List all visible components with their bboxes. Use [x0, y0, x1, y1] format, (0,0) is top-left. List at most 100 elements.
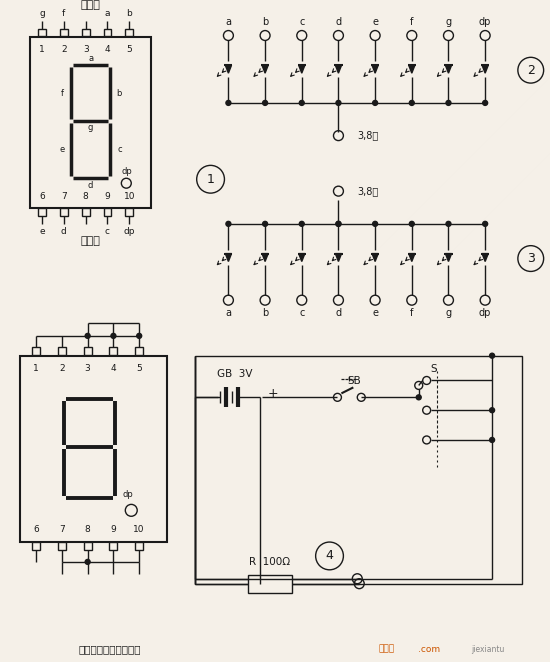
- Text: 1: 1: [33, 364, 39, 373]
- Bar: [135, 542, 143, 550]
- Bar: [82, 208, 90, 216]
- Polygon shape: [226, 66, 232, 73]
- Text: 电子制作天地收藏整理: 电子制作天地收藏整理: [78, 644, 141, 654]
- Circle shape: [299, 221, 304, 226]
- Text: 3: 3: [83, 45, 89, 54]
- Text: .com: .com: [417, 645, 439, 653]
- Circle shape: [446, 101, 451, 105]
- Text: d: d: [336, 308, 342, 318]
- Text: g: g: [446, 17, 452, 26]
- Polygon shape: [482, 254, 488, 261]
- Circle shape: [483, 221, 488, 226]
- Polygon shape: [336, 254, 342, 261]
- Text: 2: 2: [527, 64, 535, 77]
- Polygon shape: [226, 254, 232, 261]
- Text: 3: 3: [527, 252, 535, 265]
- Circle shape: [85, 559, 90, 565]
- Polygon shape: [372, 66, 378, 73]
- Text: 7: 7: [59, 525, 65, 534]
- Bar: [84, 542, 92, 550]
- Circle shape: [373, 221, 378, 226]
- Text: d: d: [336, 17, 342, 26]
- Bar: [248, 575, 292, 592]
- Polygon shape: [262, 254, 268, 261]
- Bar: [103, 208, 112, 216]
- Text: 4: 4: [326, 549, 333, 563]
- Text: 10: 10: [134, 525, 145, 534]
- Bar: [125, 28, 133, 36]
- Polygon shape: [446, 66, 452, 73]
- Text: b: b: [126, 9, 132, 18]
- Bar: [125, 208, 133, 216]
- Polygon shape: [299, 66, 305, 73]
- Circle shape: [262, 221, 267, 226]
- Circle shape: [409, 221, 414, 226]
- Text: f: f: [410, 308, 414, 318]
- Text: 1: 1: [207, 173, 215, 186]
- Text: c: c: [105, 227, 110, 236]
- Circle shape: [299, 101, 304, 105]
- Polygon shape: [446, 254, 452, 261]
- Text: g: g: [446, 308, 452, 318]
- Text: 3: 3: [85, 364, 91, 373]
- Bar: [32, 542, 40, 550]
- Circle shape: [336, 101, 341, 105]
- Text: dp: dp: [122, 167, 133, 176]
- Text: 8: 8: [85, 525, 91, 534]
- Text: 7: 7: [61, 191, 67, 201]
- Bar: [60, 208, 68, 216]
- Text: a: a: [226, 308, 232, 318]
- Bar: [58, 347, 66, 355]
- Bar: [58, 542, 66, 550]
- Bar: [60, 28, 68, 36]
- Circle shape: [85, 334, 90, 338]
- Bar: [109, 542, 117, 550]
- Bar: [38, 28, 46, 36]
- Text: f: f: [60, 89, 63, 97]
- Circle shape: [490, 408, 494, 412]
- Text: c: c: [299, 17, 305, 26]
- Text: 4: 4: [111, 364, 116, 373]
- Circle shape: [409, 101, 414, 105]
- Text: c: c: [299, 308, 305, 318]
- Text: 电源脚: 电源脚: [81, 236, 101, 246]
- Text: +: +: [268, 387, 278, 400]
- Text: 6: 6: [39, 191, 45, 201]
- Text: b: b: [262, 308, 268, 318]
- Text: e: e: [372, 308, 378, 318]
- Circle shape: [336, 221, 341, 226]
- Circle shape: [446, 221, 451, 226]
- Text: 4: 4: [104, 45, 111, 54]
- Circle shape: [137, 334, 142, 338]
- Circle shape: [336, 221, 341, 226]
- Circle shape: [262, 101, 267, 105]
- Text: c: c: [117, 145, 122, 154]
- Circle shape: [226, 221, 231, 226]
- Text: 捷威图: 捷威图: [379, 645, 395, 653]
- Text: 5: 5: [136, 364, 142, 373]
- Text: b: b: [117, 89, 122, 97]
- Bar: [20, 355, 167, 542]
- Text: a: a: [104, 9, 110, 18]
- Polygon shape: [409, 66, 415, 73]
- Text: 电源脚: 电源脚: [81, 0, 101, 10]
- Bar: [84, 347, 92, 355]
- Bar: [135, 347, 143, 355]
- Text: e: e: [372, 17, 378, 26]
- Text: SB: SB: [348, 377, 361, 387]
- Text: dp: dp: [124, 227, 135, 236]
- Text: f: f: [410, 17, 414, 26]
- Circle shape: [483, 101, 488, 105]
- Text: S: S: [430, 363, 437, 373]
- Text: g: g: [39, 9, 45, 18]
- Bar: [103, 28, 112, 36]
- Text: 1: 1: [39, 45, 45, 54]
- Circle shape: [226, 101, 231, 105]
- Text: 9: 9: [111, 525, 116, 534]
- Text: 6: 6: [33, 525, 39, 534]
- Text: a: a: [226, 17, 232, 26]
- Text: 8: 8: [83, 191, 89, 201]
- Text: 3,8脚: 3,8脚: [358, 130, 379, 140]
- Text: a: a: [88, 54, 93, 63]
- Polygon shape: [409, 254, 415, 261]
